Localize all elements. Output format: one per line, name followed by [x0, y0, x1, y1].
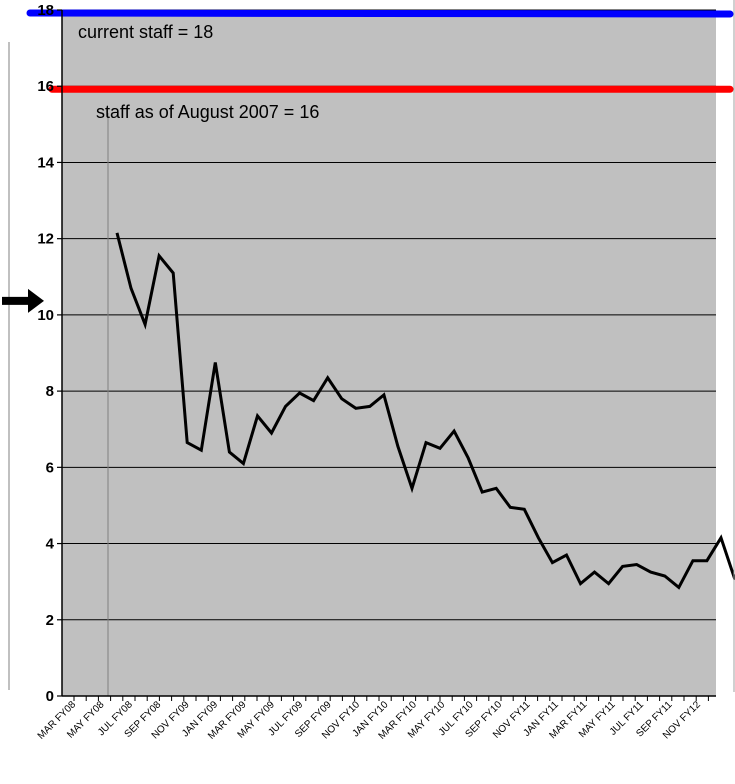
- y-tick-label-0: 0: [46, 688, 54, 705]
- y-tick-label-16: 16: [37, 78, 54, 95]
- y-tick-label-14: 14: [37, 154, 54, 171]
- y-axis-tick-labels: 0 2 4 6 8 10 12 14 16 18: [37, 2, 54, 705]
- series-line: [115, 232, 735, 590]
- y-tick-label-4: 4: [46, 536, 55, 553]
- y-tick-label-6: 6: [46, 459, 54, 476]
- arrow-icon: [2, 288, 44, 313]
- reference-label-18: current staff = 18: [78, 22, 213, 42]
- arrow-shape: [2, 288, 44, 313]
- reference-line-18: [26, 9, 734, 18]
- y-tick-label-10: 10: [37, 307, 54, 324]
- reference-lines: current staff = 18 staff as of August 200…: [26, 9, 734, 122]
- y-tick-label-12: 12: [37, 231, 54, 248]
- y-tick-label-8: 8: [46, 383, 54, 400]
- reference-label-16: staff as of August 2007 = 16: [96, 102, 319, 122]
- y-tick-label-18: 18: [37, 2, 54, 19]
- y-tick-label-2: 2: [46, 612, 54, 629]
- axes: [8, 0, 735, 701]
